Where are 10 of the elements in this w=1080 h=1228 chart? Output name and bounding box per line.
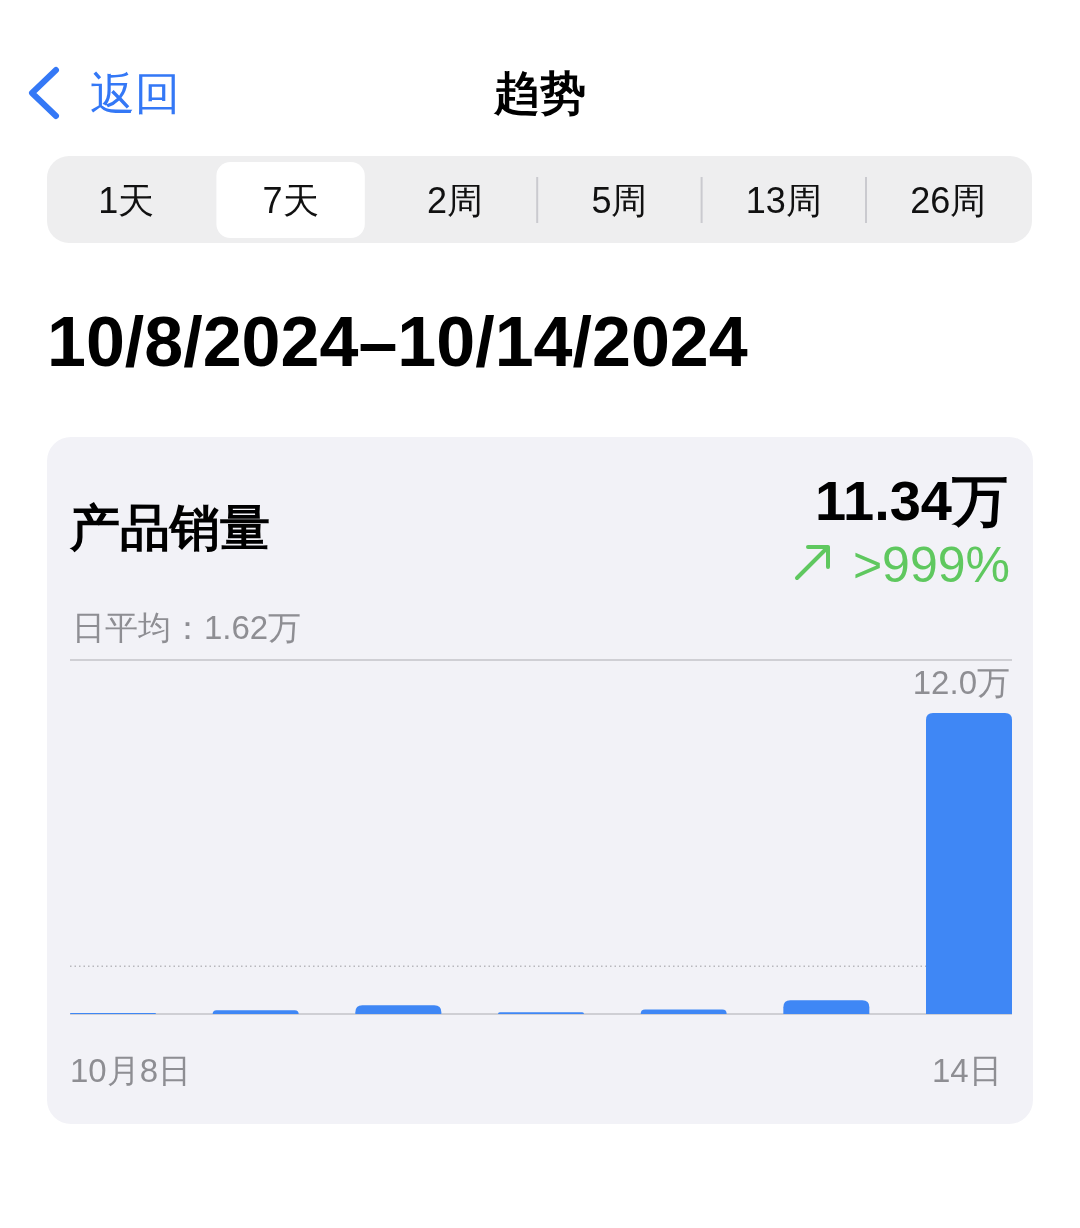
change: >999% — [852, 537, 1010, 593]
date-range: 10/8/2024–10/14/2024 — [47, 303, 748, 381]
chart-title: 产品销量 — [70, 500, 270, 556]
back-label: 返回 — [90, 67, 180, 119]
xtick-label: 14日 — [932, 1051, 1002, 1089]
xtick-label: 10月8日 — [70, 1051, 192, 1089]
total: 11.34万 — [814, 468, 1008, 532]
page-title: 趋势 — [494, 67, 586, 119]
ytick-label: 12.0万 — [912, 663, 1010, 701]
subtitle: 日平均：1.62万 — [72, 608, 302, 646]
